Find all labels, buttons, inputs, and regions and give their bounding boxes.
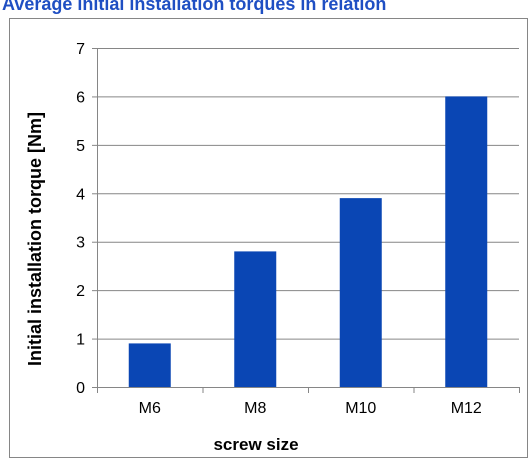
y-tick-label: 7 (76, 41, 85, 58)
y-tick-label: 6 (76, 89, 85, 106)
tick-labels: 0 1 2 3 4 5 6 7 M6 M8 M10 M12 (76, 41, 482, 417)
y-axis-title: Initial installation torque [Nm] (25, 112, 45, 366)
bars (128, 96, 488, 387)
x-axis-title: screw size (213, 435, 298, 454)
x-tick-label: M6 (139, 400, 161, 417)
chart-title: Average initial installation torques in … (2, 0, 387, 14)
chart-area: 0 1 2 3 4 5 6 7 M6 M8 M10 M12 screw size Initial in… (9, 18, 528, 458)
y-tick-label: 5 (76, 138, 85, 155)
y-tick-label: 0 (76, 380, 85, 397)
bar-m8 (234, 251, 277, 387)
axes (92, 48, 520, 393)
y-tick-label: 1 (76, 332, 85, 349)
x-tick-label: M10 (345, 400, 376, 417)
y-tick-label: 2 (76, 283, 85, 300)
bar-m12 (445, 96, 488, 387)
x-tick-label: M8 (244, 400, 266, 417)
bar-m6 (128, 343, 171, 387)
y-tick-label: 3 (76, 235, 85, 252)
bar-m10 (339, 198, 382, 387)
y-tick-label: 4 (76, 186, 85, 203)
x-tick-label: M12 (451, 400, 482, 417)
